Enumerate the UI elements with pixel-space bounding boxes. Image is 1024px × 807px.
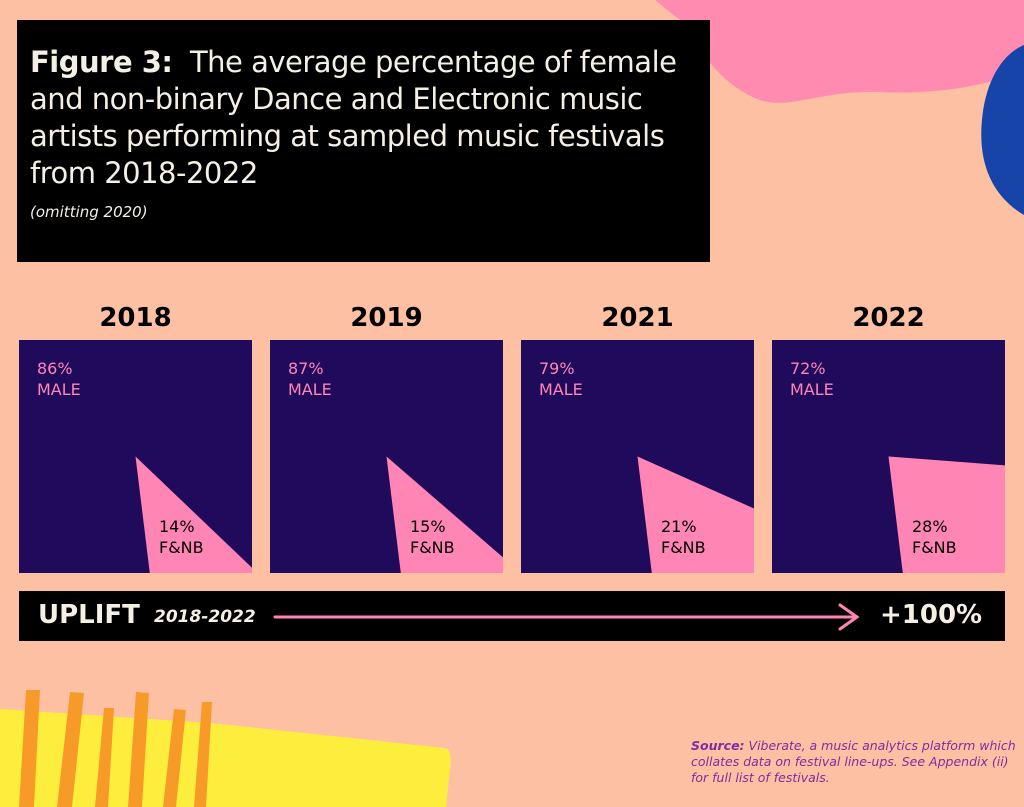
male-pct: 86% xyxy=(37,359,73,378)
yellow-shape xyxy=(0,709,451,807)
fnb-slice xyxy=(135,456,252,573)
chart-subtitle: (omitting 2020) xyxy=(30,203,148,221)
panel-2019: 87% MALE 15% F&NB xyxy=(270,340,503,573)
male-label: 79% MALE xyxy=(539,358,583,400)
panel-2021: 79% MALE 21% F&NB xyxy=(521,340,754,573)
source-label: Source: xyxy=(691,738,745,753)
uplift-range: 2018-2022 xyxy=(154,607,256,627)
fnb-text: F&NB xyxy=(661,538,706,557)
fnb-label: 21% F&NB xyxy=(661,516,706,558)
fnb-text: F&NB xyxy=(410,538,455,557)
panel-2018: 86% MALE 14% F&NB xyxy=(19,340,252,573)
fnb-label: 14% F&NB xyxy=(159,516,204,558)
male-label: 72% MALE xyxy=(790,358,834,400)
male-text: MALE xyxy=(790,380,834,399)
fnb-slice xyxy=(888,456,1005,573)
panel-2022: 72% MALE 28% F&NB xyxy=(772,340,1005,573)
year-label: 2019 xyxy=(350,303,423,333)
fnb-label: 28% F&NB xyxy=(912,516,957,558)
fnb-pct: 21% xyxy=(661,517,697,536)
uplift-label: UPLIFT xyxy=(38,600,140,630)
year-label: 2022 xyxy=(852,303,925,333)
fnb-pct: 14% xyxy=(159,517,195,536)
source-text: Viberate, a music analytics platform whi… xyxy=(691,738,1016,785)
title-text: The average percentage of female and non… xyxy=(30,45,677,190)
fnb-slice xyxy=(637,456,754,573)
year-label: 2018 xyxy=(99,303,172,333)
fnb-text: F&NB xyxy=(159,538,204,557)
source-note: Source: Viberate, a music analytics plat… xyxy=(691,738,1021,786)
pink-blob xyxy=(655,0,1024,103)
male-text: MALE xyxy=(539,380,583,399)
uplift-value: +100% xyxy=(880,600,983,630)
fnb-text: F&NB xyxy=(912,538,957,557)
male-label: 86% MALE xyxy=(37,358,81,400)
fnb-label: 15% F&NB xyxy=(410,516,455,558)
blue-blob xyxy=(981,45,1024,215)
male-text: MALE xyxy=(288,380,332,399)
figure-label: Figure 3: xyxy=(30,45,173,79)
year-label: 2021 xyxy=(601,303,674,333)
fnb-pct: 15% xyxy=(410,517,446,536)
fnb-slice xyxy=(386,456,503,573)
chart-title: Figure 3: The average percentage of fema… xyxy=(30,44,700,192)
male-text: MALE xyxy=(37,380,81,399)
male-label: 87% MALE xyxy=(288,358,332,400)
male-pct: 79% xyxy=(539,359,575,378)
male-pct: 87% xyxy=(288,359,324,378)
uplift-arrow-icon xyxy=(273,603,860,631)
title-box xyxy=(17,20,710,262)
male-pct: 72% xyxy=(790,359,826,378)
orange-bars xyxy=(19,690,212,807)
fnb-pct: 28% xyxy=(912,517,948,536)
